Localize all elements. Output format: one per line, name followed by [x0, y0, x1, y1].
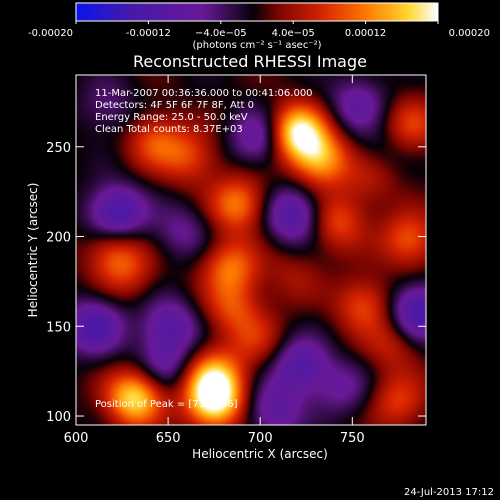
colorbar-tick-label: -0.00020: [28, 28, 73, 39]
colorbar-tick-label: −4.0e−05: [195, 28, 247, 39]
y-axis-title: Heliocentric Y (arcsec): [26, 183, 40, 318]
colorbar: -0.00020 -0.00012 −4.0e−05 4.0e−05 0.00012 0.…: [28, 2, 490, 51]
plot-frame: [75, 74, 427, 426]
axis-ticks: 600 650 700 750 100 150 200 250: [46, 75, 426, 446]
y-tick-label: 100: [46, 410, 71, 425]
x-tick-label: 700: [248, 431, 273, 446]
colorbar-tick-label: 0.00020: [449, 28, 490, 39]
x-tick-label: 600: [64, 431, 89, 446]
colorbar-unit-label: (photons cm⁻² s⁻¹ asec⁻²): [192, 40, 321, 51]
clean-total-counts-annotation: Clean Total counts: 8.37E+03: [95, 124, 243, 135]
colorbar-tick-label: -0.00012: [126, 28, 171, 39]
colorbar-tick-label: 4.0e−05: [272, 28, 315, 39]
x-axis-title: Heliocentric X (arcsec): [192, 447, 328, 461]
y-tick-label: 150: [46, 320, 71, 335]
x-tick-label: 650: [156, 431, 181, 446]
colorbar-gradient: [76, 3, 438, 21]
chart-title: Reconstructed RHESSI Image: [133, 52, 367, 71]
colorbar-frame: [75, 2, 439, 22]
colorbar-tick-label: 0.00012: [345, 28, 386, 39]
detectors-annotation: Detectors: 4F 5F 6F 7F 8F, Att 0: [95, 100, 254, 111]
time-range-annotation: 11-Mar-2007 00:36:36.000 to 00:41:06.000: [95, 88, 313, 99]
energy-range-annotation: Energy Range: 25.0 - 50.0 keV: [95, 112, 248, 123]
peak-position-annotation: Position of Peak = [719,256]: [95, 399, 238, 410]
colorbar-ticks: -0.00020 -0.00012 −4.0e−05 4.0e−05 0.00012 0.…: [28, 21, 490, 39]
x-tick-label: 750: [340, 431, 365, 446]
plot-date-stamp: 24-Jul-2013 17:12: [404, 487, 494, 498]
image-panel: 600 650 700 750 100 150 200 250: [46, 74, 427, 446]
y-tick-label: 200: [46, 231, 71, 246]
heatmap-image: [76, 75, 426, 425]
annotation-block: 11-Mar-2007 00:36:36.000 to 00:41:06.000…: [95, 88, 313, 410]
y-tick-label: 250: [46, 141, 71, 156]
